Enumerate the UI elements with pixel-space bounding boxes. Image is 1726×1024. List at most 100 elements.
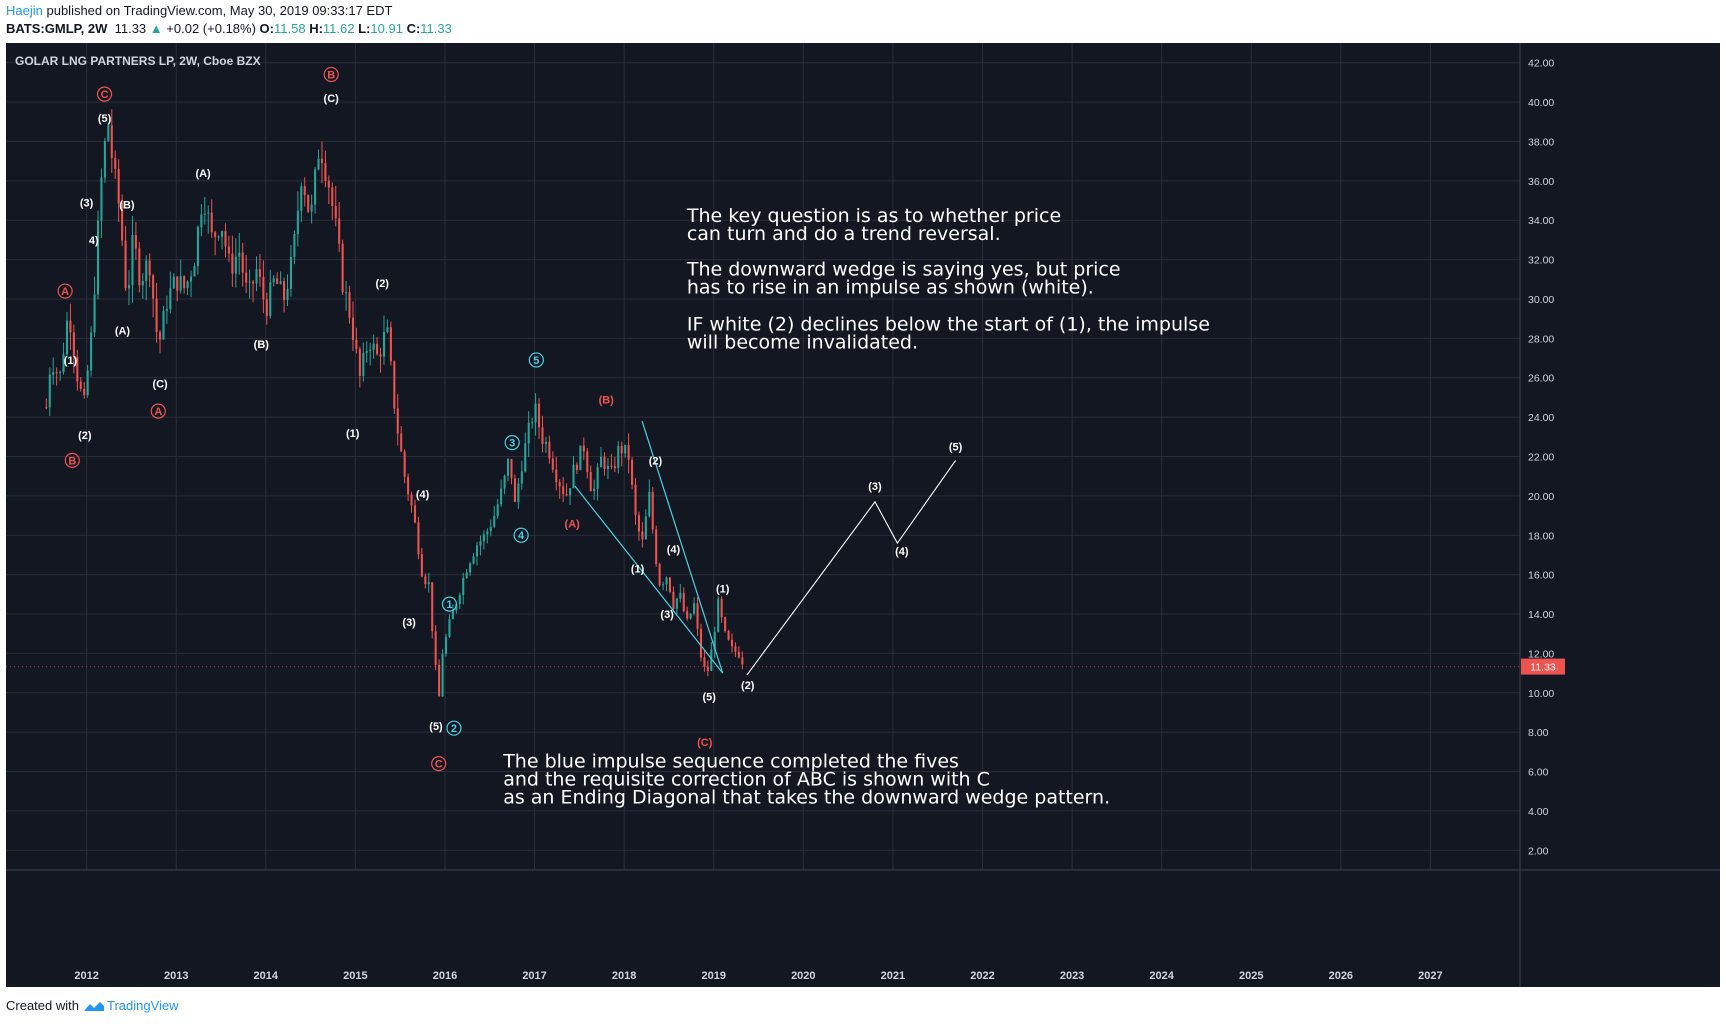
candle-body — [651, 492, 654, 530]
candle-body — [531, 422, 534, 424]
wave-label: (3) — [402, 617, 416, 629]
candle-body — [393, 361, 396, 409]
y-tick-label: 8.00 — [1528, 727, 1549, 739]
wave-label: (3) — [80, 197, 94, 209]
candle-body — [355, 339, 358, 349]
wave-label: 4 — [513, 527, 529, 543]
candle — [121, 194, 124, 247]
wave-label: (A) — [115, 325, 131, 337]
x-tick-label: 2025 — [1239, 970, 1263, 982]
wave-label-text: (4) — [895, 546, 909, 558]
candle — [103, 137, 106, 183]
candle — [296, 191, 299, 247]
candle — [555, 456, 558, 491]
candle — [262, 260, 265, 314]
candle-body — [376, 343, 379, 355]
candle-body — [441, 654, 444, 697]
tradingview-link[interactable]: TradingView — [83, 998, 179, 1013]
candle — [572, 455, 575, 489]
candle-body — [65, 320, 69, 355]
wave-label: (C) — [324, 93, 340, 105]
candle-body — [662, 584, 665, 586]
candle-body — [86, 370, 89, 396]
candle — [531, 417, 534, 429]
candle — [527, 411, 530, 457]
candle — [314, 167, 317, 214]
candle — [500, 479, 503, 507]
candle — [541, 415, 544, 453]
wave-label: (4) — [895, 546, 909, 558]
candle — [586, 448, 589, 479]
candle-body — [76, 356, 79, 382]
y-tick-label: 24.00 — [1528, 412, 1554, 424]
candle — [434, 625, 437, 671]
candle-body — [675, 598, 678, 609]
candle-body — [386, 327, 389, 332]
candle-body — [689, 613, 692, 619]
price-series — [45, 109, 744, 697]
candle — [606, 457, 609, 480]
candle — [627, 433, 630, 474]
candle — [227, 235, 230, 263]
candle — [727, 629, 730, 641]
candle-body — [582, 445, 585, 452]
candle — [276, 272, 279, 285]
wave-label-text: (A) — [195, 168, 211, 180]
candle-body — [272, 278, 275, 283]
candle-body — [458, 595, 461, 605]
candle — [613, 456, 616, 473]
candle-body — [183, 276, 186, 289]
candle — [65, 311, 69, 358]
candle — [513, 474, 516, 503]
wave-label: (5) — [98, 113, 112, 125]
candle — [730, 633, 734, 653]
x-tick-label: 2020 — [791, 970, 815, 982]
annotation-line: has to rise in an impulse as shown (whit… — [687, 276, 1094, 298]
candle — [689, 613, 692, 620]
wave-label: (A) — [565, 518, 581, 530]
candle — [96, 210, 100, 300]
candle-body — [317, 158, 320, 170]
candle-body — [193, 266, 196, 277]
candle — [427, 572, 430, 593]
candle-body — [293, 234, 296, 258]
candle — [575, 462, 578, 475]
projection-path — [746, 460, 957, 676]
candle — [737, 646, 740, 659]
candle — [117, 159, 120, 222]
candle — [506, 458, 510, 482]
candle — [475, 542, 479, 566]
candle — [486, 528, 489, 544]
tradingview-brand: TradingView — [106, 998, 179, 1013]
candle-body — [121, 203, 124, 241]
axes: 2.00 4.00 6.00 8.00 10.00 12.00 14.00 16.00 18.0… — [6, 43, 1720, 987]
y-tick-label: 34.00 — [1528, 215, 1554, 227]
candle-body — [424, 576, 427, 585]
candle — [710, 642, 713, 672]
candle-body — [600, 456, 603, 468]
wedge-line — [574, 485, 724, 674]
candle-body — [489, 526, 492, 532]
candle — [565, 483, 568, 497]
candle-body — [596, 467, 599, 489]
candle — [503, 474, 506, 495]
candle — [358, 346, 361, 388]
candle-body — [231, 253, 234, 274]
candle-body — [72, 332, 75, 357]
candle-body — [52, 372, 55, 375]
candle-body — [262, 276, 265, 300]
wave-label: (A) — [195, 168, 211, 180]
candle — [155, 282, 158, 343]
wave-label-text: 1 — [446, 599, 452, 611]
candle — [55, 367, 58, 386]
wave-label-text: (B) — [119, 199, 135, 211]
candle — [376, 337, 379, 356]
wave-label-text: (C) — [697, 737, 713, 749]
candle-body — [679, 592, 682, 599]
candle — [169, 271, 172, 314]
candle — [134, 221, 137, 260]
candle — [269, 269, 272, 319]
publisher-link[interactable]: Haejin — [6, 3, 43, 18]
drawings — [6, 420, 1520, 676]
